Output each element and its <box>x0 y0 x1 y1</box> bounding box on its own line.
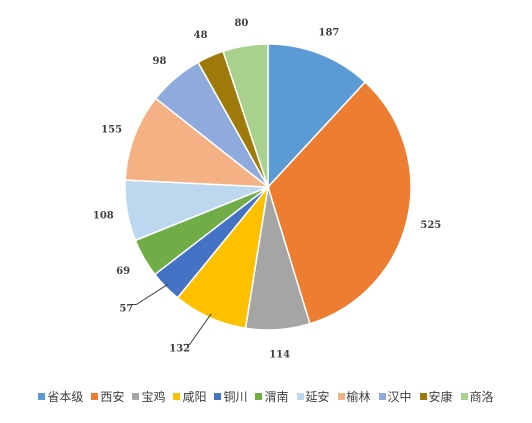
legend-label: 咸阳 <box>182 389 207 404</box>
legend-swatch <box>173 392 181 400</box>
legend-item-4: 咸阳 <box>173 388 206 405</box>
leader-line-4 <box>183 313 212 345</box>
legend-label: 渭南 <box>264 389 289 404</box>
pie-slice-1 <box>267 43 367 189</box>
pie-slice-11 <box>222 43 269 188</box>
legend-swatch <box>38 392 46 400</box>
legend-label: 省本级 <box>47 389 84 404</box>
data-label-1: 187 <box>318 28 339 39</box>
data-label-7: 108 <box>93 211 114 222</box>
data-label-2: 525 <box>420 220 441 231</box>
legend-item-7: 延安 <box>296 388 330 405</box>
legend-label: 宝鸡 <box>141 389 166 404</box>
data-label-10: 48 <box>194 30 208 41</box>
legend-label: 延安 <box>305 389 330 404</box>
legend-label: 商洛 <box>469 389 494 404</box>
legend-item-8: 榆林 <box>337 388 371 405</box>
legend-swatch <box>91 392 99 400</box>
legend-label: 榆林 <box>346 389 371 404</box>
data-label-3: 114 <box>269 350 290 361</box>
legend-swatch <box>337 392 345 400</box>
legend-swatch <box>296 392 304 400</box>
legend-item-1: 省本级 <box>38 388 83 405</box>
legend-item-6: 渭南 <box>255 388 289 405</box>
data-label-4: 132 <box>169 343 190 354</box>
legend-label: 铜川 <box>223 389 248 404</box>
legend-swatch <box>378 392 386 400</box>
legend-item-9: 汉中 <box>378 388 412 405</box>
data-label-9: 98 <box>153 56 167 67</box>
legend-swatch <box>214 392 222 400</box>
pie-chart: 187 525 114 132 57 69 108 155 98 48 80 <box>93 18 441 361</box>
legend-label: 安康 <box>428 389 453 404</box>
data-label-5: 57 <box>119 303 133 314</box>
data-label-6: 69 <box>116 266 130 277</box>
legend-item-11: 商洛 <box>460 388 494 405</box>
legend-item-3: 宝鸡 <box>132 388 165 405</box>
pie-slice-8 <box>124 97 271 188</box>
chart-legend: 省本级 西安 宝鸡 咸阳 铜川 渭南 延安 榆林 汉中 安康 商洛 <box>0 386 532 406</box>
legend-label: 汉中 <box>387 389 412 404</box>
leader-line-5 <box>130 283 169 305</box>
pie-slice-2 <box>267 81 412 325</box>
legend-swatch <box>255 392 263 400</box>
legend-item-5: 铜川 <box>214 388 247 405</box>
legend-item-2: 西安 <box>91 388 124 405</box>
legend-swatch <box>419 392 427 400</box>
legend-swatch <box>460 392 468 400</box>
data-label-8: 155 <box>101 124 122 135</box>
data-label-11: 80 <box>234 18 248 29</box>
legend-label: 西安 <box>100 389 125 404</box>
legend-swatch <box>132 392 140 400</box>
legend-item-10: 安康 <box>419 388 453 405</box>
